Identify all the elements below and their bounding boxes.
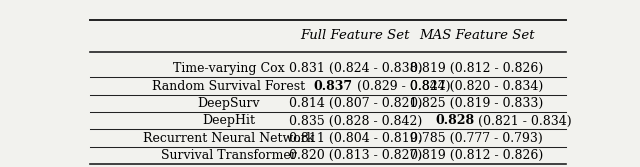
Text: MAS Feature Set: MAS Feature Set: [419, 29, 534, 42]
Text: 0.828: 0.828: [435, 115, 474, 127]
Text: Survival Transformer: Survival Transformer: [161, 149, 297, 162]
Text: 0.785 (0.777 - 0.793): 0.785 (0.777 - 0.793): [410, 132, 543, 145]
Text: (0.821 - 0.834): (0.821 - 0.834): [474, 115, 572, 127]
Text: DeepHit: DeepHit: [202, 115, 255, 127]
Text: (0.829 - 0.844): (0.829 - 0.844): [353, 80, 451, 93]
Text: 0.819 (0.812 - 0.826): 0.819 (0.812 - 0.826): [410, 149, 543, 162]
Text: 0.814 (0.807 - 0.821): 0.814 (0.807 - 0.821): [289, 97, 422, 110]
Text: 0.820 (0.813 - 0.827): 0.820 (0.813 - 0.827): [289, 149, 422, 162]
Text: DeepSurv: DeepSurv: [198, 97, 260, 110]
Text: Recurrent Neural Network: Recurrent Neural Network: [143, 132, 314, 145]
Text: 0.831 (0.824 - 0.838): 0.831 (0.824 - 0.838): [289, 62, 422, 75]
Text: 0.835 (0.828 - 0.842): 0.835 (0.828 - 0.842): [289, 115, 422, 127]
Text: 0.811 (0.804 - 0.819): 0.811 (0.804 - 0.819): [289, 132, 422, 145]
Text: 0.819 (0.812 - 0.826): 0.819 (0.812 - 0.826): [410, 62, 543, 75]
Text: Full Feature Set: Full Feature Set: [301, 29, 410, 42]
Text: Random Survival Forest: Random Survival Forest: [152, 80, 305, 93]
Text: 0.825 (0.819 - 0.833): 0.825 (0.819 - 0.833): [410, 97, 543, 110]
Text: Time-varying Cox: Time-varying Cox: [173, 62, 285, 75]
Text: 0.827 (0.820 - 0.834): 0.827 (0.820 - 0.834): [410, 80, 543, 93]
Text: 0.837: 0.837: [314, 80, 353, 93]
